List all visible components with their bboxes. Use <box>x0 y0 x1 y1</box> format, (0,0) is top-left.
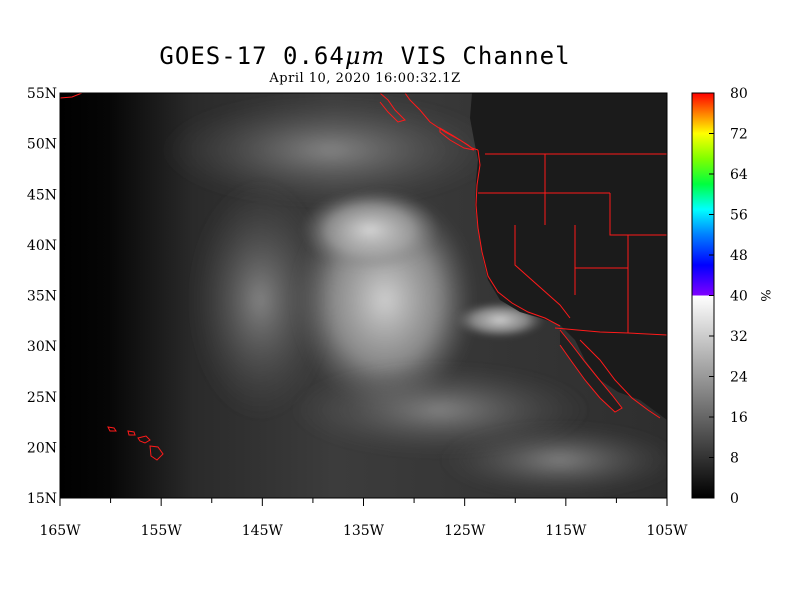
colorbar-tick-label: 32 <box>730 329 748 345</box>
lon-tick-label: 115W <box>545 523 587 539</box>
colorbar-tick-label: 80 <box>730 86 748 102</box>
cloud-band-southeast <box>440 425 667 495</box>
mexico-mainland-coast <box>579 339 661 419</box>
lon-tick-label: 125W <box>444 523 486 539</box>
lat-tick-label: 25N <box>27 390 57 406</box>
hawaii-oahu <box>127 430 136 436</box>
colorbar-tick-label: 24 <box>730 370 748 386</box>
lat-tick-label: 40N <box>27 238 57 254</box>
lon-tick-label: 145W <box>242 523 284 539</box>
longitude-axis: 165W 155W 145W 135W 125W 115W 105W <box>39 498 688 539</box>
alaska-fragment <box>60 93 83 99</box>
colorbar-gray-segment <box>692 295 714 498</box>
title-unit: μm <box>344 42 386 70</box>
north-america-land <box>470 93 667 420</box>
colorbar-unit-label: % <box>757 289 772 301</box>
latitude-axis: 55N 50N 45N 40N 35N 30N 25N 20N 15N <box>27 86 66 507</box>
colorbar-tick-label: 48 <box>730 248 748 264</box>
chart-title: GOES-17 0.64μm VIS Channel <box>0 42 730 70</box>
lon-tick-label: 165W <box>39 523 81 539</box>
hawaii-niihau-kauai <box>107 426 117 432</box>
lat-tick-label: 35N <box>27 289 57 305</box>
lat-tick-label: 15N <box>27 491 57 507</box>
colorbar-tick-label: 0 <box>730 491 739 507</box>
lat-tick-label: 20N <box>27 440 57 456</box>
cloud-low-center <box>300 190 440 270</box>
colorbar-tick-label: 64 <box>730 167 748 183</box>
colorbar-tick-label: 72 <box>730 127 748 143</box>
lat-tick-label: 50N <box>27 137 57 153</box>
colorbar-tick-label: 56 <box>730 208 748 224</box>
land-areas <box>470 93 667 420</box>
lon-tick-label: 155W <box>141 523 183 539</box>
title-prefix: GOES-17 0.64 <box>159 42 345 70</box>
alaska-panhandle <box>379 93 406 123</box>
lat-tick-label: 45N <box>27 187 57 203</box>
lon-tick-label: 105W <box>646 523 688 539</box>
colorbar-tick-label: 8 <box>730 451 739 467</box>
lat-tick-label: 30N <box>27 339 57 355</box>
colorbar-tick-label: 40 <box>730 289 748 305</box>
california-nevada-border <box>514 225 571 319</box>
hawaii-maui-molokai <box>137 435 151 444</box>
lat-tick-label: 55N <box>27 86 57 102</box>
us-mexico-border <box>554 327 667 336</box>
lon-tick-label: 135W <box>343 523 385 539</box>
cloud-swirl-west <box>190 180 330 420</box>
vancouver-island <box>439 127 475 151</box>
title-suffix: VIS Channel <box>385 42 571 70</box>
colorbar-color-segment <box>692 93 714 296</box>
wyoming-border <box>609 193 667 236</box>
cloud-band-north <box>160 95 500 205</box>
hawaii-big-island <box>149 445 164 461</box>
political-boundaries <box>60 93 667 461</box>
baja-california <box>560 330 622 412</box>
colorbar-tick-label: 16 <box>730 410 748 426</box>
baja-outline <box>559 329 623 413</box>
map-panel <box>60 93 667 498</box>
us-west-coastline <box>475 149 561 327</box>
chart-subtitle: April 10, 2020 16:00:32.1Z <box>269 71 461 86</box>
